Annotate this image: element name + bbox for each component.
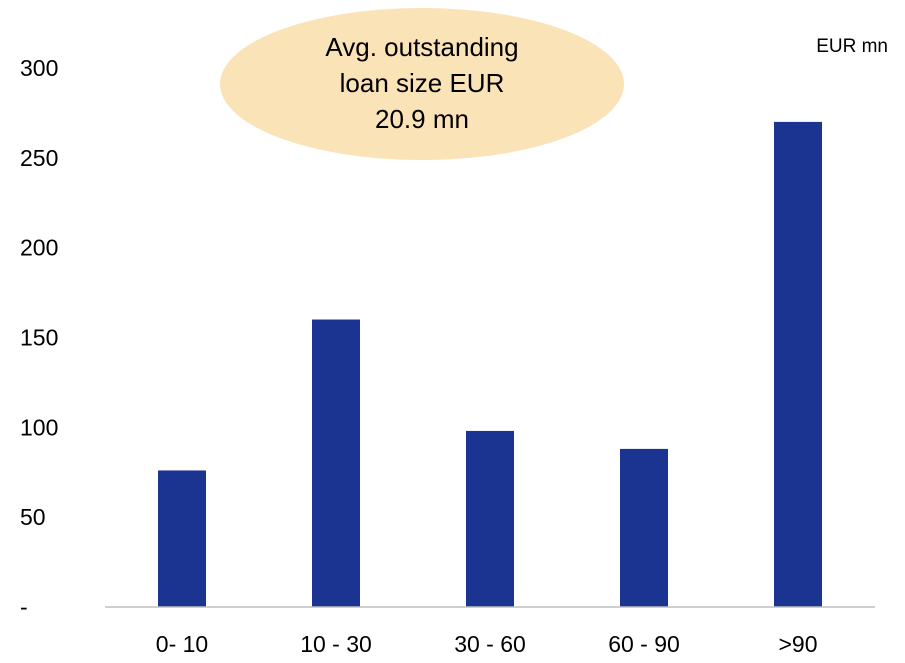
x-axis-tick-labels: 0- 10 10 - 30 30 - 60 60 - 90 >90 (156, 631, 818, 657)
callout-line-1: Avg. outstanding (325, 32, 518, 62)
x-tick-label: >90 (778, 631, 817, 657)
x-tick-label: 0- 10 (156, 631, 208, 657)
y-axis-tick-labels: - 50 100 150 200 250 300 (20, 55, 58, 620)
bar (312, 319, 360, 607)
bar (774, 121, 822, 608)
bar (466, 430, 514, 607)
x-tick-label: 60 - 90 (608, 631, 680, 657)
y-tick-label: 300 (20, 55, 58, 81)
unit-label: EUR mn (816, 36, 888, 57)
callout-ellipse (220, 8, 624, 160)
callout-line-3: 20.9 mn (375, 104, 469, 134)
y-tick-label: 200 (20, 235, 58, 261)
y-tick-label: - (20, 594, 28, 620)
y-tick-label: 50 (20, 504, 46, 530)
bars-group (158, 121, 822, 608)
bar (158, 470, 206, 607)
x-tick-label: 10 - 30 (300, 631, 372, 657)
callout-line-2: loan size EUR (340, 68, 505, 98)
bar (620, 448, 668, 607)
y-tick-label: 150 (20, 325, 58, 351)
y-tick-label: 250 (20, 145, 58, 171)
x-tick-label: 30 - 60 (454, 631, 526, 657)
y-tick-label: 100 (20, 414, 58, 440)
avg-loan-size-callout: Avg. outstanding loan size EUR 20.9 mn (220, 8, 624, 160)
